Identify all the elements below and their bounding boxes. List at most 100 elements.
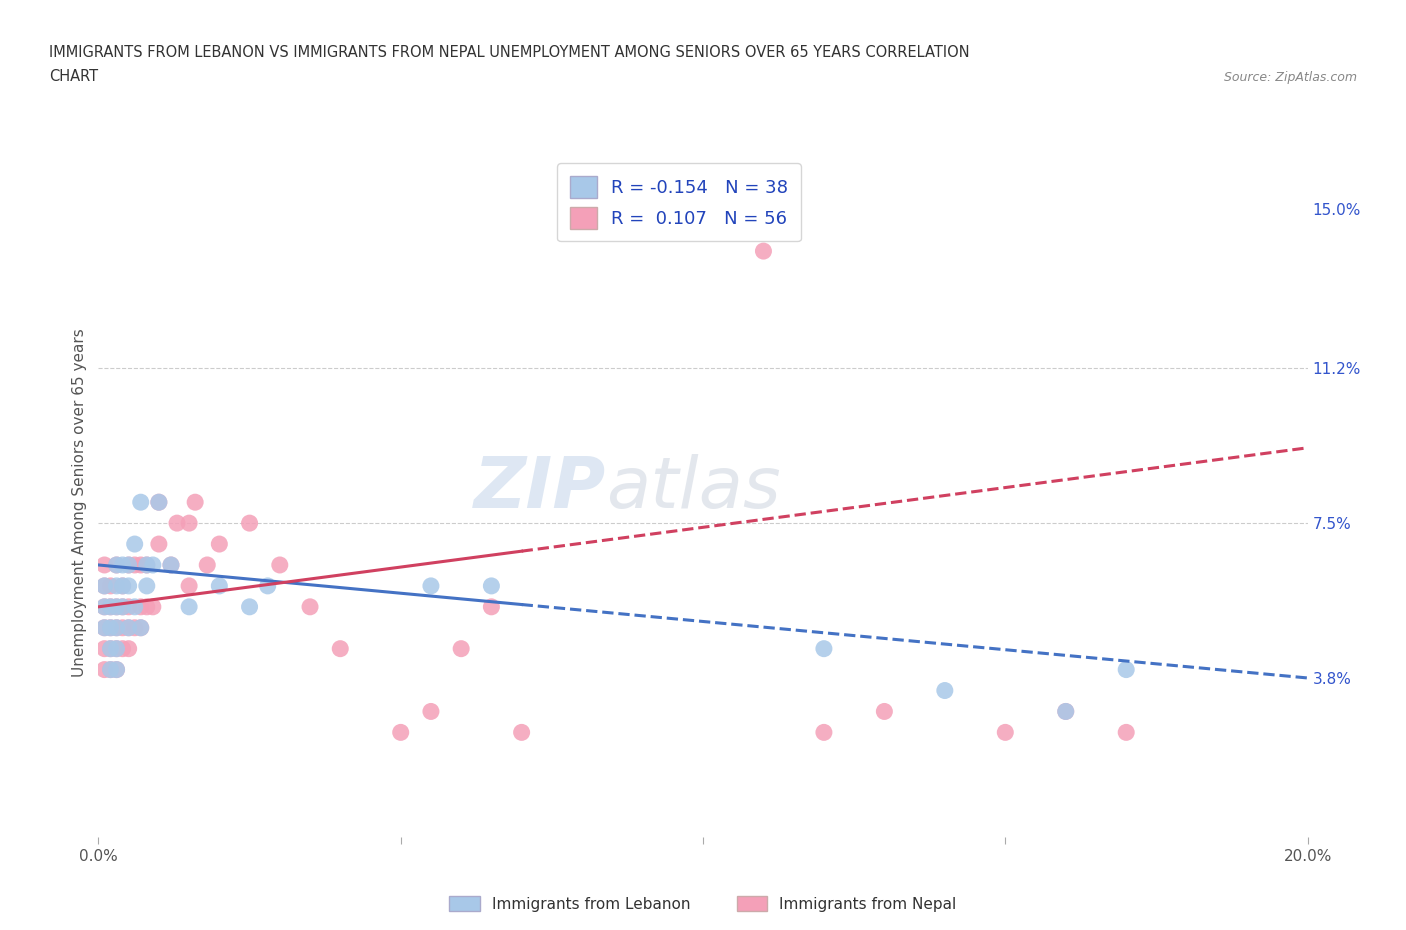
Point	[1054, 704, 1077, 719]
Point	[124, 600, 146, 615]
Point	[100, 600, 122, 615]
Point	[93, 620, 115, 635]
Point	[100, 662, 122, 677]
Point	[148, 495, 170, 510]
Point	[994, 725, 1017, 740]
Point	[1115, 662, 1137, 677]
Legend: Immigrants from Lebanon, Immigrants from Nepal: Immigrants from Lebanon, Immigrants from…	[443, 889, 963, 918]
Point	[129, 558, 152, 573]
Point	[148, 495, 170, 510]
Point	[105, 558, 128, 573]
Point	[752, 244, 775, 259]
Text: CHART: CHART	[49, 69, 98, 84]
Point	[208, 578, 231, 593]
Point	[135, 578, 157, 593]
Point	[105, 642, 128, 657]
Point	[105, 662, 128, 677]
Point	[142, 558, 165, 573]
Point	[934, 683, 956, 698]
Point	[105, 600, 128, 615]
Point	[179, 516, 201, 531]
Point	[105, 620, 128, 635]
Point	[118, 620, 141, 635]
Point	[481, 578, 503, 593]
Point	[93, 578, 115, 593]
Point	[873, 704, 896, 719]
Point	[450, 642, 472, 657]
Point	[813, 725, 835, 740]
Point	[111, 600, 134, 615]
Point	[166, 516, 188, 531]
Point	[179, 578, 201, 593]
Point	[420, 578, 443, 593]
Point	[510, 725, 533, 740]
Point	[118, 578, 141, 593]
Point	[129, 600, 152, 615]
Point	[105, 578, 128, 593]
Point	[148, 537, 170, 551]
Point	[239, 600, 262, 615]
Point	[111, 600, 134, 615]
Point	[129, 495, 152, 510]
Point	[111, 578, 134, 593]
Point	[135, 558, 157, 573]
Point	[160, 558, 183, 573]
Point	[813, 642, 835, 657]
Point	[105, 558, 128, 573]
Point	[100, 620, 122, 635]
Point	[1115, 725, 1137, 740]
Point	[100, 578, 122, 593]
Point	[100, 642, 122, 657]
Y-axis label: Unemployment Among Seniors over 65 years: Unemployment Among Seniors over 65 years	[72, 328, 87, 677]
Point	[118, 620, 141, 635]
Text: ZIP: ZIP	[474, 455, 606, 524]
Point	[118, 642, 141, 657]
Point	[93, 620, 115, 635]
Point	[124, 537, 146, 551]
Point	[118, 600, 141, 615]
Point	[93, 578, 115, 593]
Point	[93, 600, 115, 615]
Point	[118, 558, 141, 573]
Point	[100, 600, 122, 615]
Legend: R = -0.154   N = 38, R =  0.107   N = 56: R = -0.154 N = 38, R = 0.107 N = 56	[557, 163, 801, 242]
Text: IMMIGRANTS FROM LEBANON VS IMMIGRANTS FROM NEPAL UNEMPLOYMENT AMONG SENIORS OVER: IMMIGRANTS FROM LEBANON VS IMMIGRANTS FR…	[49, 46, 970, 60]
Point	[111, 558, 134, 573]
Point	[208, 537, 231, 551]
Point	[269, 558, 291, 573]
Point	[93, 558, 115, 573]
Point	[93, 642, 115, 657]
Point	[195, 558, 218, 573]
Text: atlas: atlas	[606, 455, 780, 524]
Point	[239, 516, 262, 531]
Point	[142, 600, 165, 615]
Point	[105, 620, 128, 635]
Point	[129, 620, 152, 635]
Point	[129, 620, 152, 635]
Point	[135, 600, 157, 615]
Point	[420, 704, 443, 719]
Point	[118, 558, 141, 573]
Point	[481, 600, 503, 615]
Point	[105, 662, 128, 677]
Point	[93, 600, 115, 615]
Point	[111, 620, 134, 635]
Point	[256, 578, 278, 593]
Point	[389, 725, 412, 740]
Text: Source: ZipAtlas.com: Source: ZipAtlas.com	[1223, 71, 1357, 84]
Point	[1054, 704, 1077, 719]
Point	[100, 620, 122, 635]
Point	[100, 662, 122, 677]
Point	[105, 642, 128, 657]
Point	[93, 662, 115, 677]
Point	[111, 578, 134, 593]
Point	[179, 600, 201, 615]
Point	[184, 495, 207, 510]
Point	[329, 642, 352, 657]
Point	[299, 600, 322, 615]
Point	[124, 558, 146, 573]
Point	[124, 620, 146, 635]
Point	[111, 642, 134, 657]
Point	[160, 558, 183, 573]
Point	[105, 600, 128, 615]
